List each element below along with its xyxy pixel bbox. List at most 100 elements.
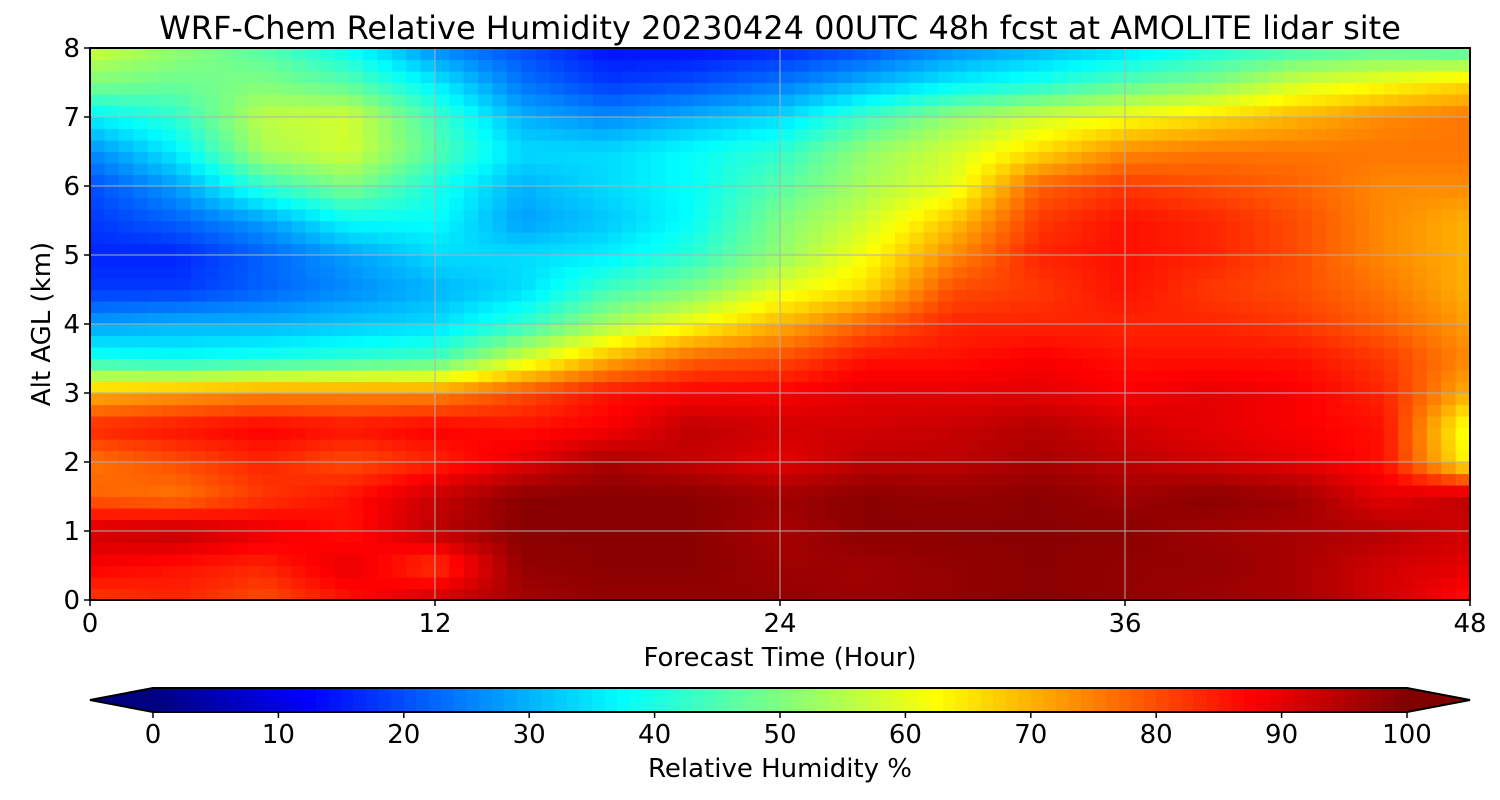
heatmap-cell [391,48,407,61]
heatmap-cell [276,565,292,578]
heatmap-cell [478,105,494,118]
heatmap-cell [808,209,824,222]
heatmap-cell [952,105,968,118]
colorbar-label: Relative Humidity % [648,754,912,784]
heatmap-cell [463,577,479,590]
heatmap-cell [1369,588,1385,601]
heatmap-cell [1053,255,1069,268]
heatmap-cell [995,358,1011,371]
heatmap-cell [521,163,537,176]
heatmap-cell [823,519,839,532]
heatmap-cell [1024,255,1040,268]
heatmap-cell [1240,197,1255,210]
heatmap-cell [636,48,652,61]
heatmap-cell [794,439,810,452]
heatmap-cell [1081,347,1097,360]
heatmap-cell [1326,439,1342,452]
heatmap-cell [1412,588,1428,601]
heatmap-cell [1268,381,1284,394]
heatmap-cell [1225,301,1241,314]
heatmap-cell [909,335,925,348]
heatmap-cell [1441,255,1457,268]
heatmap-cell [320,48,335,61]
heatmap-cell [1297,427,1313,440]
heatmap-cell [449,48,465,61]
heatmap-cell [147,427,163,440]
heatmap-cell [621,370,637,383]
heatmap-cell [708,71,724,84]
heatmap-cell [291,174,307,187]
heatmap-cell [665,105,680,118]
heatmap-cell [780,508,795,521]
heatmap-cell [535,450,551,463]
heatmap-cell [593,289,609,302]
heatmap-cell [90,324,105,337]
heatmap-cell [406,151,422,164]
heatmap-cell [1326,105,1342,118]
heatmap-cell [1369,174,1385,187]
heatmap-cell [564,462,580,475]
heatmap-cell [636,381,652,394]
heatmap-cell [377,554,393,567]
heatmap-cell [1283,151,1299,164]
heatmap-cell [751,485,767,498]
heatmap-cell [478,381,494,394]
heatmap-cell [1024,496,1040,509]
heatmap-cell [621,347,637,360]
heatmap-cell [550,473,565,486]
heatmap-cell [952,519,968,532]
heatmap-cell [1010,439,1025,452]
heatmap-cell [506,439,522,452]
heatmap-cell [981,462,997,475]
heatmap-cell [248,140,264,153]
heatmap-cell [1311,174,1327,187]
heatmap-cell [1010,496,1025,509]
heatmap-cell [1355,59,1370,72]
heatmap-cell [995,174,1011,187]
heatmap-cell [1196,59,1212,72]
heatmap-cell [1398,485,1414,498]
heatmap-cell [1369,531,1385,544]
heatmap-cell [348,105,364,118]
heatmap-cell [1081,462,1097,475]
heatmap-cell [1081,278,1097,291]
heatmap-cell [1311,542,1327,555]
heatmap-cell [176,289,192,302]
heatmap-cell [966,542,982,555]
heatmap-cell [909,473,925,486]
heatmap-cell [391,117,407,130]
heatmap-cell [1225,565,1241,578]
heatmap-cell [708,94,724,107]
heatmap-cell [1196,588,1212,601]
heatmap-cell [334,496,350,509]
heatmap-cell [808,347,824,360]
heatmap-cell [1340,335,1356,348]
heatmap-cell [233,255,249,268]
heatmap-cell [377,140,393,153]
heatmap-cell [1038,531,1054,544]
heatmap-cell [823,128,839,141]
heatmap-cell [1211,209,1227,222]
heatmap-cell [952,243,968,256]
heatmap-cell [780,485,795,498]
heatmap-cell [492,312,508,325]
heatmap-cell [607,358,623,371]
heatmap-cell [449,220,465,233]
heatmap-cell [564,496,580,509]
heatmap-cell [952,48,968,61]
heatmap-cell [837,186,853,199]
heatmap-cell [880,59,896,72]
heatmap-cell [895,232,910,245]
heatmap-cell [90,174,105,187]
heatmap-cell [1268,94,1284,107]
heatmap-cell [665,197,680,210]
heatmap-cell [808,278,824,291]
heatmap-cell [1340,565,1356,578]
heatmap-cell [665,358,680,371]
heatmap-cell [1426,128,1442,141]
heatmap-cell [780,59,795,72]
heatmap-cell [751,151,767,164]
heatmap-cell [233,531,249,544]
heatmap-cell [1455,128,1471,141]
heatmap-cell [1038,416,1054,429]
